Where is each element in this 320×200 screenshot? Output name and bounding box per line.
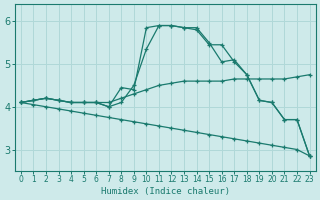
- X-axis label: Humidex (Indice chaleur): Humidex (Indice chaleur): [101, 187, 230, 196]
